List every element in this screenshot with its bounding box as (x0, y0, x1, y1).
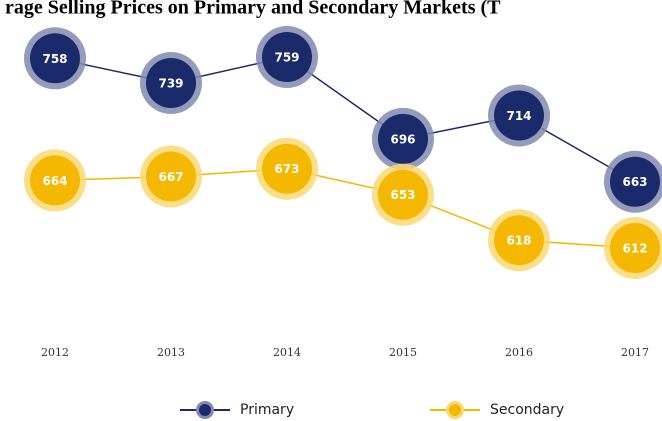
value-label: 664 (42, 174, 67, 188)
value-label: 714 (506, 109, 531, 123)
chart-title: rage Selling Prices on Primary and Secon… (5, 0, 501, 19)
point (262, 143, 312, 194)
legend-marker (199, 404, 211, 416)
legend-label: Secondary (490, 402, 564, 418)
x-tick-label: 2015 (389, 346, 417, 359)
value-label: 739 (158, 76, 183, 90)
value-label: 653 (390, 188, 415, 202)
point (494, 90, 544, 141)
point (30, 155, 80, 206)
x-tick-label: 2012 (41, 346, 69, 359)
legend-marker (449, 404, 461, 416)
point (30, 33, 80, 84)
point (494, 215, 544, 266)
point (146, 151, 196, 202)
x-tick-label: 2014 (273, 346, 301, 359)
point (378, 169, 428, 220)
value-label: 673 (274, 162, 299, 176)
point (610, 223, 660, 273)
point (146, 57, 196, 108)
value-label: 759 (274, 51, 299, 65)
x-tick-label: 2017 (621, 346, 649, 359)
point (610, 156, 660, 207)
point (378, 113, 428, 164)
point (262, 32, 312, 82)
x-tick-label: 2013 (157, 346, 185, 359)
value-label: 696 (390, 132, 415, 146)
x-tick-label: 2016 (505, 346, 533, 359)
legend-label: Primary (240, 402, 294, 418)
value-label: 667 (158, 170, 183, 184)
value-label: 758 (42, 52, 67, 66)
value-label: 663 (622, 175, 647, 189)
value-label: 618 (506, 234, 531, 248)
value-label: 612 (622, 242, 647, 256)
